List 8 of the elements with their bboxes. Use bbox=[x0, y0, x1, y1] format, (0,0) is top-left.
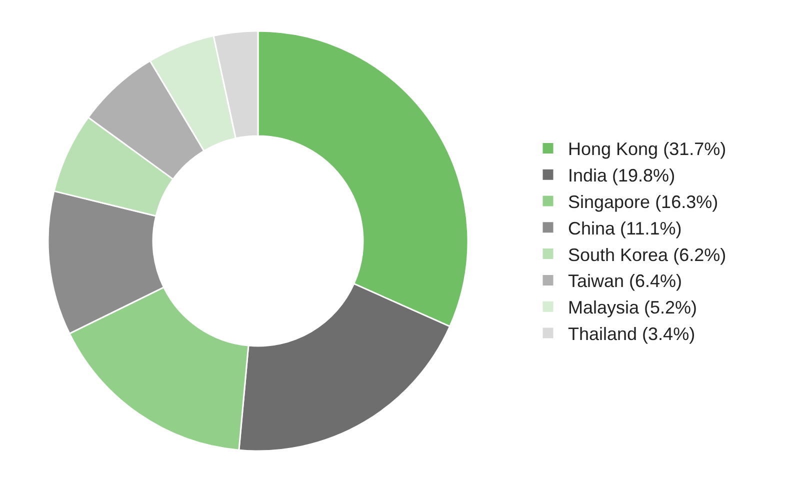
legend-label: South Korea (6.2%) bbox=[568, 244, 726, 265]
legend-label: Malaysia (5.2%) bbox=[568, 298, 698, 318]
legend-label: Taiwan (6.4%) bbox=[568, 271, 682, 292]
legend-label: Singapore (16.3%) bbox=[568, 192, 718, 212]
legend-label: Thailand (3.4%) bbox=[568, 324, 696, 344]
legend-label: Hong Kong (31.7%) bbox=[568, 139, 726, 160]
legend-label: India (19.8%) bbox=[568, 166, 676, 186]
legend-label: China (11.1%) bbox=[568, 218, 682, 238]
